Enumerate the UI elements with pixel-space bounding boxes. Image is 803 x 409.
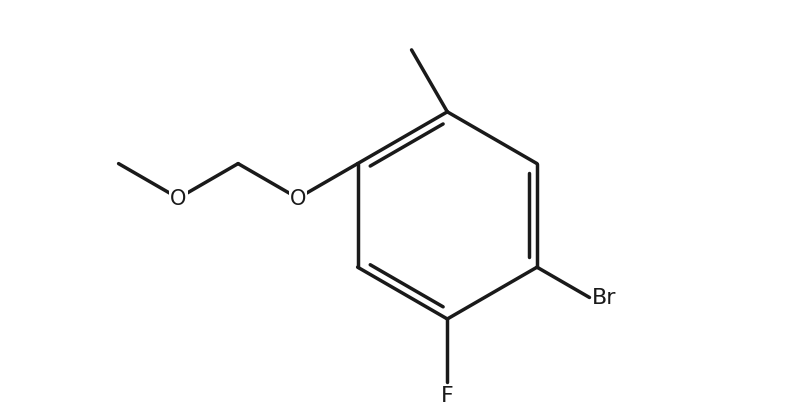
Text: O: O [289,189,306,209]
Text: F: F [440,385,453,405]
Text: Br: Br [591,288,616,308]
Text: O: O [170,189,186,209]
